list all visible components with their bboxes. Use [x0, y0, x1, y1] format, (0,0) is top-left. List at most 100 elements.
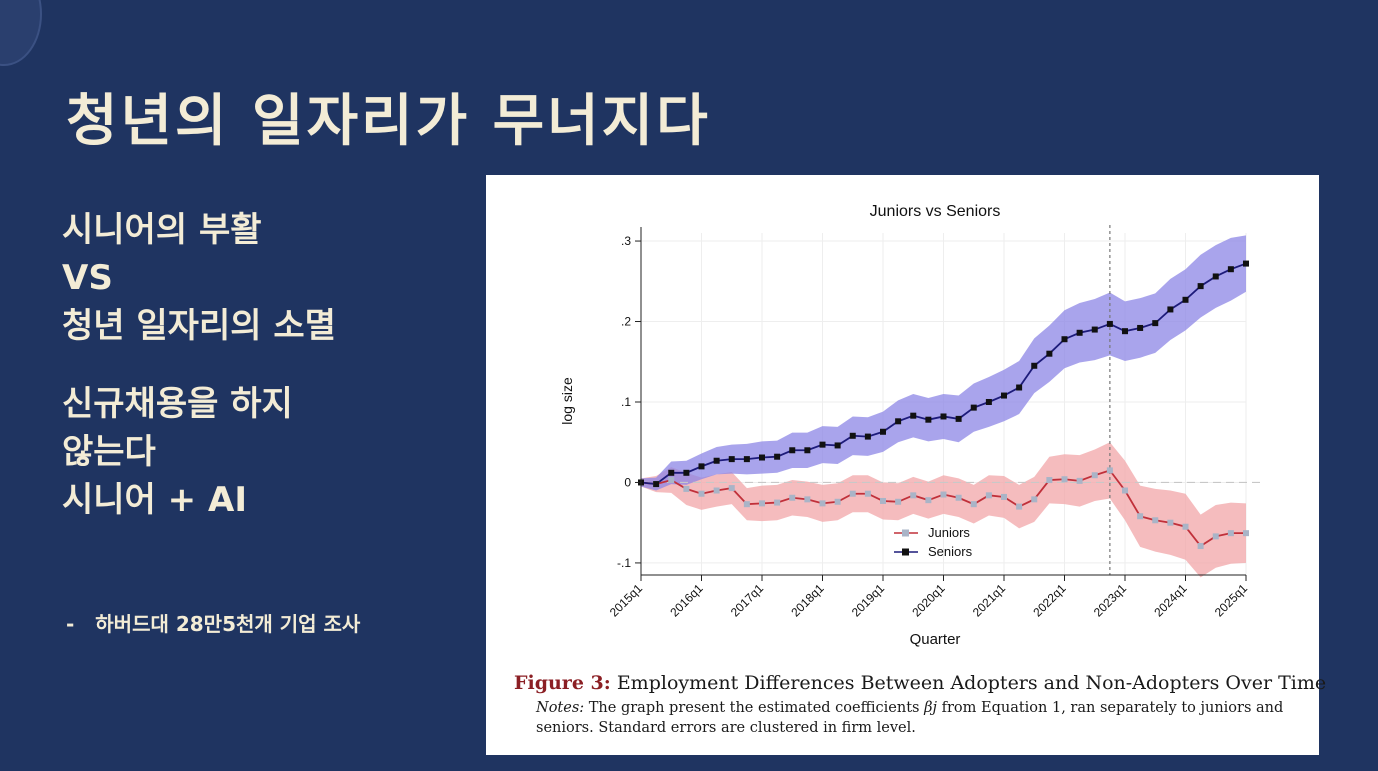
juniors-point — [895, 498, 902, 505]
figure-caption: Figure 3: Employment Differences Between… — [514, 672, 1326, 738]
juniors-point — [1137, 513, 1144, 520]
seniors-point — [970, 404, 977, 411]
seniors-point — [1001, 392, 1007, 399]
juniors-point — [1243, 530, 1249, 537]
source-text: 하버드대 28만5천개 기업 조사 — [95, 612, 361, 636]
caption-title: Employment Differences Between Adopters … — [616, 672, 1327, 694]
seniors-point — [1106, 320, 1113, 327]
juniors-point — [1091, 472, 1098, 479]
point-versus: VS — [62, 258, 113, 298]
juniors-point — [713, 487, 720, 494]
legend-seniors: Seniors — [928, 544, 973, 559]
juniors-point — [849, 490, 856, 497]
juniors-point — [728, 485, 735, 492]
seniors-point — [774, 453, 781, 460]
chart-title: Juniors vs Seniors — [870, 203, 1001, 220]
point-youth-job-loss: 청년 일자리의 소멸 — [62, 306, 336, 346]
y-tick-label: .1 — [621, 395, 631, 409]
point-no-new-hiring-cont: 않는다 — [62, 432, 156, 472]
seniors-point — [985, 398, 992, 405]
caption-notes-label: Notes: — [536, 700, 585, 716]
juniors-point — [789, 494, 796, 501]
y-tick-label: .3 — [621, 234, 631, 248]
seniors-point — [789, 447, 796, 454]
seniors-point — [698, 463, 705, 470]
seniors-point — [1076, 329, 1083, 336]
juniors-point — [864, 490, 871, 497]
chart-legend: Juniors Seniors — [894, 525, 973, 559]
juniors-point — [925, 497, 932, 504]
seniors-point — [1122, 328, 1128, 335]
seniors-point — [1137, 324, 1144, 331]
juniors-point — [985, 492, 992, 499]
juniors-point — [819, 500, 826, 507]
seniors-point — [804, 447, 811, 454]
seniors-point — [849, 432, 856, 439]
seniors-point — [1227, 266, 1234, 273]
juniors-point — [910, 492, 917, 499]
juniors-point — [1061, 476, 1068, 483]
seniors-point — [864, 433, 871, 440]
caption-notes-before: The graph present the estimated coeffici… — [588, 700, 920, 716]
seniors-confidence-band — [641, 235, 1246, 491]
point-senior-revival: 시니어의 부활 — [62, 210, 262, 250]
slide-title: 청년의 일자리가 무너지다 — [66, 89, 711, 154]
point-senior-plus-ai: 시니어 + AI — [62, 480, 247, 520]
juniors-point — [1046, 477, 1053, 484]
seniors-point — [1167, 306, 1174, 313]
y-tick-label: -.1 — [617, 556, 631, 570]
juniors-point — [1001, 493, 1007, 500]
seniors-point — [1016, 384, 1023, 391]
seniors-point — [940, 413, 947, 420]
seniors-point — [713, 457, 720, 464]
seniors-point — [1152, 320, 1159, 327]
seniors-point — [653, 481, 660, 488]
seniors-point — [1182, 296, 1189, 303]
caption-figure-label: Figure 3: — [514, 672, 611, 694]
juniors-point — [1076, 477, 1083, 484]
juniors-point — [759, 500, 765, 507]
seniors-point — [925, 416, 932, 423]
seniors-point — [1046, 350, 1053, 357]
seniors-point — [1197, 283, 1204, 290]
caption-notes: Notes: The graph present the estimated c… — [536, 698, 1296, 738]
y-axis-label: log size — [559, 377, 575, 425]
legend-juniors: Juniors — [928, 525, 970, 540]
juniors-point — [880, 497, 886, 504]
seniors-point — [1061, 336, 1068, 343]
x-axis-label: Quarter — [910, 631, 961, 648]
logo-emblem — [0, 0, 42, 66]
seniors-point — [1243, 260, 1249, 267]
juniors-point — [774, 499, 781, 506]
source-note: - 하버드대 28만5천개 기업 조사 — [66, 608, 360, 637]
seniors-point — [668, 469, 675, 476]
seniors-point — [743, 456, 750, 463]
juniors-point — [698, 490, 705, 497]
seniors-point — [1212, 273, 1219, 280]
seniors-point — [728, 456, 735, 463]
juniors-point — [940, 491, 947, 498]
caption-notes-symbol: βj — [924, 700, 937, 716]
caption-notes-after: from Equation 1, ran separately to junio… — [536, 700, 1284, 736]
point-no-new-hiring: 신규채용을 하지 — [62, 384, 293, 424]
seniors-point — [683, 469, 690, 476]
seniors-point — [955, 415, 962, 422]
seniors-point — [910, 412, 917, 419]
juniors-point — [955, 494, 962, 501]
seniors-point — [1091, 326, 1098, 333]
juniors-point — [668, 477, 675, 484]
source-dash: - — [66, 612, 75, 636]
juniors-point — [743, 501, 750, 508]
figure-panel: -.1 0.1.2.3 2015q1 2016q1 2017q1 2018q1 2019q1… — [486, 175, 1326, 755]
seniors-point — [880, 428, 886, 435]
juniors-point — [1227, 530, 1234, 537]
y-tick-label: 0 — [624, 475, 631, 489]
juniors-point — [1212, 533, 1219, 540]
juniors-point — [804, 496, 811, 503]
juniors-point — [1152, 517, 1159, 524]
juniors-point — [1031, 496, 1038, 503]
juniors-point — [683, 485, 690, 492]
key-points: 시니어의 부활 VS 청년 일자리의 소멸 신규채용을 하지 않는다 시니어 +… — [62, 206, 336, 524]
juniors-point — [970, 501, 977, 508]
